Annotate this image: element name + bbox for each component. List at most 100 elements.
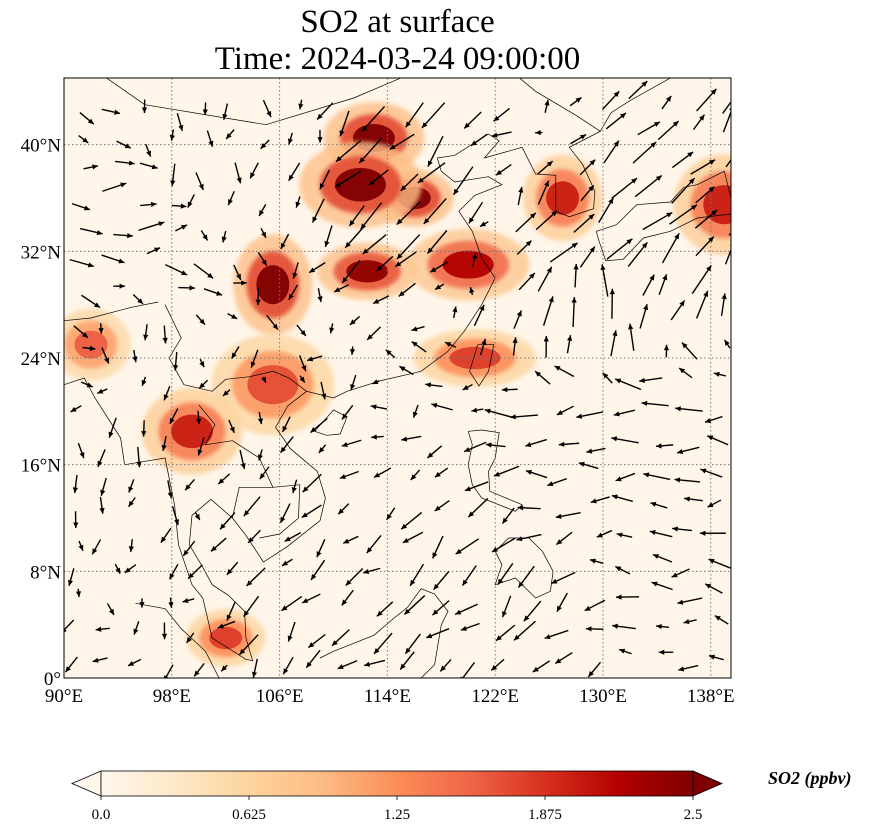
wind-arrow	[429, 261, 449, 273]
wind-arrow	[611, 494, 634, 503]
wind-arrow	[471, 407, 484, 413]
so2-hotspot	[522, 154, 603, 242]
wind-arrow	[501, 507, 515, 524]
wind-arrow	[642, 274, 655, 296]
wind-arrow	[404, 633, 421, 655]
wind-arrow	[401, 435, 422, 442]
wind-arrow	[195, 314, 206, 326]
wind-arrow	[725, 158, 731, 168]
wind-arrow	[292, 262, 299, 279]
wind-arrow	[432, 571, 450, 591]
wind-arrow	[452, 306, 458, 319]
wind-arrow	[226, 601, 236, 622]
wind-arrow	[491, 537, 516, 553]
wind-arrow	[97, 388, 108, 395]
wind-arrow	[675, 406, 703, 412]
wind-arrow	[671, 151, 694, 169]
wind-arrow	[308, 262, 326, 274]
wind-arrow	[67, 568, 75, 587]
so2-hotspot	[673, 154, 731, 256]
wind-arrow	[141, 376, 147, 387]
wind-arrow	[603, 140, 620, 164]
wind-arrow	[699, 530, 726, 536]
wind-arrow	[247, 529, 261, 544]
wind-arrow	[161, 436, 167, 451]
wind-arrow	[655, 443, 674, 449]
wind-arrow	[517, 565, 535, 588]
wind-vectors	[64, 80, 731, 678]
wind-arrow	[491, 131, 512, 138]
wind-arrow	[316, 102, 334, 120]
colorbar-tick-label: 2.5	[684, 807, 703, 823]
wind-arrow	[468, 201, 484, 224]
wind-arrow	[600, 264, 609, 297]
wind-arrow	[691, 264, 712, 294]
wind-arrow	[228, 419, 235, 434]
lon-tick-label: 122°E	[471, 686, 519, 707]
wind-arrow	[542, 296, 554, 326]
wind-arrow	[73, 511, 79, 529]
colorbar-label: SO2 (ppbv)	[768, 768, 852, 788]
wind-arrow	[534, 370, 551, 385]
wind-arrow	[139, 598, 145, 608]
wind-arrow	[490, 658, 505, 672]
wind-arrow	[601, 90, 620, 110]
wind-arrow	[79, 112, 95, 125]
wind-arrow	[335, 139, 362, 163]
wind-arrow	[311, 198, 325, 223]
wind-arrow	[307, 633, 326, 649]
wind-arrow	[400, 511, 423, 530]
wind-arrow	[360, 202, 383, 230]
wind-arrow	[669, 204, 698, 225]
wind-arrow	[510, 414, 538, 420]
wind-arrow	[97, 449, 106, 468]
wind-arrow	[632, 141, 657, 164]
wind-arrow	[512, 337, 518, 356]
wind-arrow	[199, 358, 205, 368]
wind-arrow	[187, 564, 203, 580]
wind-arrow	[678, 367, 693, 379]
wind-arrow	[394, 251, 417, 268]
wind-arrow	[598, 197, 614, 223]
wind-arrow	[469, 287, 475, 296]
lat-tick-label: 24°N	[21, 349, 62, 370]
wind-arrow	[257, 252, 268, 267]
wind-arrow	[341, 589, 354, 606]
wind-arrow	[255, 287, 261, 306]
wind-arrow	[471, 252, 478, 268]
wind-arrow	[262, 99, 272, 118]
wind-arrow	[708, 654, 724, 661]
wind-arrow	[628, 80, 648, 100]
wind-arrow	[389, 133, 415, 151]
wind-arrow	[349, 346, 356, 355]
wind-arrow	[305, 649, 321, 669]
wind-arrow	[171, 506, 180, 526]
wind-arrow	[398, 282, 416, 297]
wind-arrow	[334, 170, 362, 188]
wind-arrow	[243, 595, 260, 617]
wind-arrow	[373, 467, 392, 479]
wind-arrow	[674, 477, 701, 483]
wind-arrow	[182, 597, 195, 603]
wind-arrow	[344, 225, 365, 249]
wind-arrow	[196, 410, 202, 425]
wind-arrow	[279, 436, 294, 454]
wind-arrow	[238, 634, 259, 656]
wind-arrow	[695, 186, 715, 204]
wind-arrow	[99, 496, 105, 514]
lat-tick-label: 32°N	[21, 242, 62, 263]
sumatra-coastline	[135, 602, 220, 678]
wind-arrow	[515, 212, 537, 233]
wind-arrow	[554, 365, 575, 378]
wind-arrow	[706, 435, 729, 446]
so2-hotspot	[413, 329, 537, 387]
wind-arrow	[695, 290, 709, 319]
wind-arrow	[296, 324, 307, 337]
wind-arrow	[467, 497, 489, 518]
wind-arrow	[569, 96, 582, 107]
mainland-coastline	[64, 78, 671, 662]
wind-arrow	[587, 661, 602, 678]
wind-arrow	[585, 626, 604, 632]
wind-arrow	[168, 563, 179, 580]
wind-arrow	[580, 184, 595, 202]
